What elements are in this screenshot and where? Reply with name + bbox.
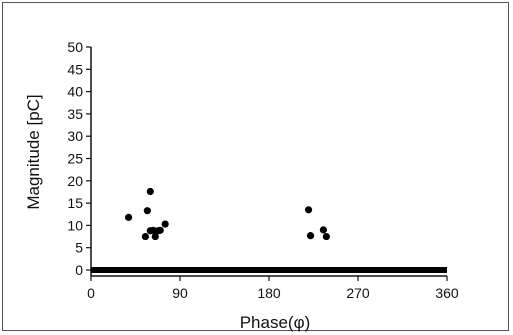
data-point [146,187,154,196]
data-point [322,232,330,241]
baseline-layer [91,267,447,273]
y-tick-label: 45 [67,61,83,77]
y-tick-label: 0 [75,262,83,278]
y-axis-title: Magnitude [pC] [24,94,43,209]
x-tick-label: 0 [87,285,95,301]
x-tick-label: 180 [257,285,281,301]
y-ticks: 0 5 10 15 20 25 30 35 40 45 50 [67,39,91,278]
y-tick-label: 15 [67,195,83,211]
y-tick-label: 50 [67,39,83,55]
axes [90,47,447,277]
y-tick-label: 40 [67,84,83,100]
y-tick-label: 30 [67,128,83,144]
data-point [306,232,315,240]
data-point [304,206,313,214]
x-axis-title: Phase(φ) [240,313,311,332]
y-tick-label: 25 [67,151,83,167]
data-point [161,220,169,228]
data-point [156,226,164,234]
y-tick-label: 5 [75,240,83,256]
y-tick-label: 35 [67,106,83,122]
data-point [319,226,327,234]
points-layer [124,187,330,241]
y-tick-label: 10 [67,217,83,233]
x-ticks: 0 90 180 270 360 [87,276,459,301]
x-tick-label: 90 [172,285,188,301]
data-point [151,232,159,241]
baseline-band [91,267,447,273]
x-tick-label: 270 [346,285,370,301]
data-point [141,232,149,241]
x-tick-label: 360 [435,285,459,301]
y-tick-label: 20 [67,173,83,189]
data-point [143,207,151,215]
data-point [124,213,133,221]
